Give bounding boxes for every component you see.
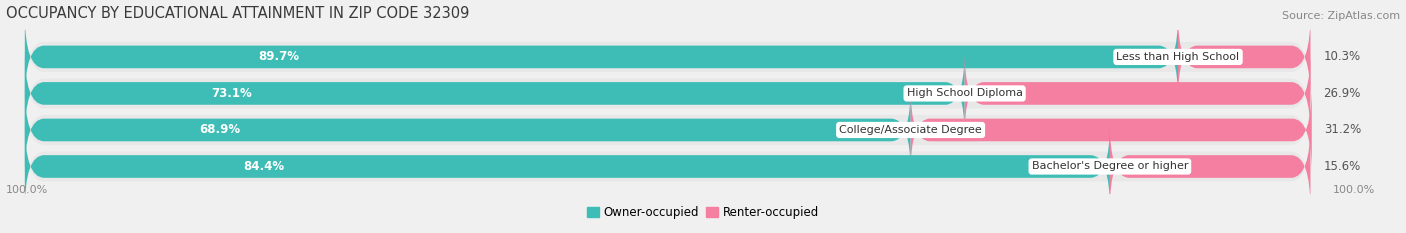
FancyBboxPatch shape (965, 50, 1310, 137)
FancyBboxPatch shape (25, 50, 965, 137)
Text: 89.7%: 89.7% (259, 50, 299, 63)
Text: 68.9%: 68.9% (200, 123, 240, 137)
FancyBboxPatch shape (25, 123, 1109, 210)
Text: 73.1%: 73.1% (211, 87, 252, 100)
FancyBboxPatch shape (25, 17, 1310, 97)
Text: Source: ZipAtlas.com: Source: ZipAtlas.com (1282, 11, 1400, 21)
FancyBboxPatch shape (1178, 14, 1310, 100)
Text: Bachelor's Degree or higher: Bachelor's Degree or higher (1032, 161, 1188, 171)
FancyBboxPatch shape (1109, 123, 1310, 210)
FancyBboxPatch shape (25, 127, 1310, 206)
Text: Less than High School: Less than High School (1116, 52, 1240, 62)
Text: 31.2%: 31.2% (1324, 123, 1362, 137)
FancyBboxPatch shape (25, 86, 911, 173)
Text: 26.9%: 26.9% (1323, 87, 1361, 100)
Text: College/Associate Degree: College/Associate Degree (839, 125, 981, 135)
Text: 15.6%: 15.6% (1323, 160, 1361, 173)
Text: High School Diploma: High School Diploma (907, 89, 1022, 98)
Legend: Owner-occupied, Renter-occupied: Owner-occupied, Renter-occupied (582, 202, 824, 224)
FancyBboxPatch shape (25, 14, 1178, 100)
Text: 10.3%: 10.3% (1323, 50, 1361, 63)
FancyBboxPatch shape (911, 86, 1312, 173)
Text: 100.0%: 100.0% (6, 185, 48, 195)
FancyBboxPatch shape (25, 54, 1310, 133)
FancyBboxPatch shape (25, 90, 1310, 170)
Text: 100.0%: 100.0% (1333, 185, 1375, 195)
Text: 84.4%: 84.4% (243, 160, 284, 173)
Text: OCCUPANCY BY EDUCATIONAL ATTAINMENT IN ZIP CODE 32309: OCCUPANCY BY EDUCATIONAL ATTAINMENT IN Z… (6, 6, 470, 21)
